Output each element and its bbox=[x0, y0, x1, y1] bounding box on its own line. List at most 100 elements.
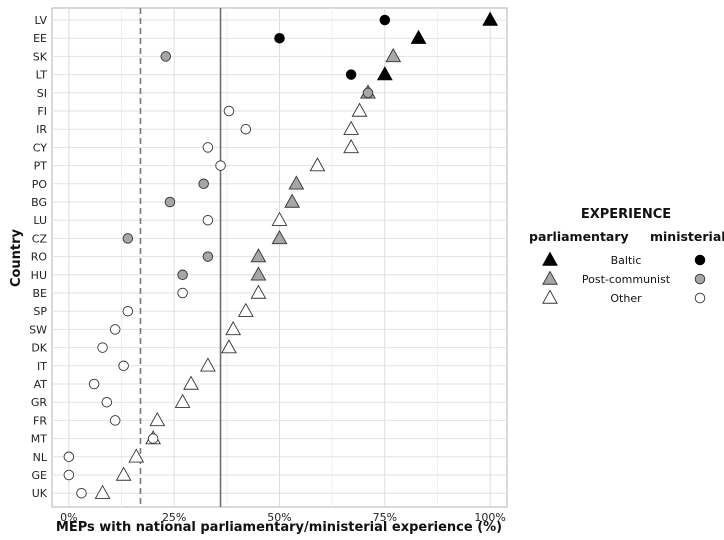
ministerial-point-cy bbox=[202, 142, 214, 153]
y-tick-label-gr: GR bbox=[31, 396, 48, 409]
ministerial-point-ge bbox=[63, 469, 75, 481]
legend-label-post-communist: Post-communist bbox=[582, 273, 671, 286]
ministerial-point-mt bbox=[147, 433, 159, 444]
y-tick-label-ro: RO bbox=[31, 251, 48, 264]
y-tick-label-mt: MT bbox=[31, 433, 47, 446]
y-tick-label-po: PO bbox=[32, 178, 48, 191]
parliamentary-point-be bbox=[250, 284, 267, 299]
parliamentary-point-lt bbox=[376, 66, 393, 81]
legend-header-parliamentary: parliamentary bbox=[529, 229, 629, 244]
y-tick-label-sw: SW bbox=[29, 323, 47, 336]
ministerial-point-fi bbox=[223, 105, 235, 117]
parliamentary-point-it bbox=[199, 357, 216, 372]
ministerial-point-sk bbox=[160, 51, 171, 62]
parliamentary-point-dk bbox=[221, 339, 237, 354]
parliamentary-point-ro bbox=[250, 248, 267, 263]
y-tick-label-pt: PT bbox=[34, 160, 48, 173]
y-tick-label-ir: IR bbox=[36, 123, 47, 136]
ministerial-point-pt bbox=[215, 160, 226, 171]
y-tick-label-lu: LU bbox=[33, 214, 47, 227]
ministerial-point-fr bbox=[109, 415, 121, 426]
parliamentary-point-hu bbox=[250, 266, 267, 281]
ministerial-point-lv bbox=[379, 14, 391, 26]
ministerial-point-sp bbox=[122, 305, 134, 317]
y-tick-label-si: SI bbox=[37, 87, 47, 100]
y-tick-label-sp: SP bbox=[33, 305, 47, 318]
y-tick-label-at: AT bbox=[34, 378, 48, 391]
y-tick-label-cy: CY bbox=[33, 141, 47, 154]
y-tick-label-it: IT bbox=[37, 360, 47, 373]
ministerial-point-hu bbox=[177, 269, 188, 281]
legend-triangle-other bbox=[542, 289, 558, 304]
legend-label-baltic: Baltic bbox=[611, 254, 642, 267]
parliamentary-point-lv bbox=[482, 11, 499, 26]
y-tick-label-be: BE bbox=[33, 287, 48, 300]
gridlines bbox=[52, 8, 507, 507]
legend-triangle-post-communist bbox=[542, 270, 558, 285]
legend-circle-other bbox=[694, 292, 706, 304]
y-tick-label-fr: FR bbox=[33, 414, 47, 427]
x-tick-label-25: 25% bbox=[162, 511, 186, 524]
parliamentary-point-cy bbox=[343, 138, 360, 154]
ministerial-point-cz bbox=[122, 233, 134, 244]
ministerial-point-uk bbox=[76, 487, 87, 499]
parliamentary-point-at bbox=[183, 375, 199, 390]
x-tick-label-75: 75% bbox=[373, 511, 397, 524]
ministerial-point-sw bbox=[109, 324, 121, 335]
x-axis-title: MEPs with national parliamentary/ministe… bbox=[56, 520, 502, 535]
parliamentary-point-po bbox=[288, 175, 305, 190]
parliamentary-point-sw bbox=[225, 320, 242, 336]
parliamentary-point-pt bbox=[309, 157, 326, 172]
parliamentary-point-bg bbox=[284, 193, 301, 208]
x-tick-labels: 0% 25% 50% 75% 100% bbox=[60, 511, 506, 524]
y-tick-label-sk: SK bbox=[33, 50, 48, 63]
parliamentary-point-fr bbox=[149, 411, 166, 427]
ministerial-point-at bbox=[88, 378, 100, 390]
legend-circle-baltic bbox=[694, 254, 706, 266]
parliamentary-point-ge bbox=[115, 466, 132, 481]
y-tick-label-uk: UK bbox=[32, 487, 48, 500]
data-points bbox=[63, 11, 499, 499]
y-tick-label-dk: DK bbox=[31, 342, 47, 355]
ministerial-point-ee bbox=[274, 32, 285, 44]
reference-lines bbox=[139, 8, 222, 507]
y-tick-label-nl: NL bbox=[33, 451, 48, 464]
x-tick-label-50: 50% bbox=[267, 511, 291, 524]
parliamentary-point-uk bbox=[94, 484, 111, 499]
ministerial-point-lu bbox=[202, 214, 214, 226]
ministerial-point-dk bbox=[97, 342, 108, 353]
ministerial-point-lt bbox=[345, 69, 357, 80]
legend-header-ministerial: ministerial bbox=[650, 229, 724, 244]
y-tick-label-fi: FI bbox=[37, 105, 47, 118]
ministerial-point-be bbox=[177, 287, 188, 299]
x-tick-label-0: 0% bbox=[60, 511, 77, 524]
y-tick-label-bg: BG bbox=[31, 196, 47, 209]
parliamentary-point-sk bbox=[385, 47, 402, 63]
legend-triangle-baltic bbox=[542, 251, 558, 266]
y-tick-labels: LV EE SK LT SI FI IR CY PT PO BG LU CZ RO HU BE SP SW DK IT… bbox=[29, 14, 48, 500]
y-tick-label-ee: EE bbox=[33, 32, 47, 45]
legend-entries: Baltic Post-communist Other bbox=[542, 251, 706, 305]
y-tick-label-lv: LV bbox=[35, 14, 48, 27]
ministerial-point-ir bbox=[240, 123, 252, 135]
y-axis-title: Country bbox=[9, 228, 24, 287]
ministerial-point-it bbox=[118, 360, 129, 372]
ministerial-point-po bbox=[198, 178, 209, 190]
y-tick-label-ge: GE bbox=[32, 469, 48, 482]
y-tick-label-cz: CZ bbox=[32, 232, 48, 245]
parliamentary-point-fi bbox=[351, 102, 368, 117]
parliamentary-point-cz bbox=[271, 229, 288, 245]
ministerial-point-bg bbox=[164, 196, 176, 208]
legend-circle-post-communist bbox=[694, 273, 706, 285]
parliamentary-point-ir bbox=[343, 120, 360, 135]
y-tick-label-lt: LT bbox=[36, 69, 48, 82]
ministerial-point-nl bbox=[63, 451, 75, 463]
ministerial-point-si bbox=[362, 87, 374, 99]
parliamentary-point-sp bbox=[237, 302, 254, 317]
parliamentary-point-gr bbox=[174, 393, 191, 408]
parliamentary-point-nl bbox=[128, 448, 145, 463]
x-tick-label-100: 100% bbox=[474, 511, 505, 524]
y-tick-label-hu: HU bbox=[31, 269, 47, 282]
parliamentary-point-lu bbox=[271, 211, 288, 226]
